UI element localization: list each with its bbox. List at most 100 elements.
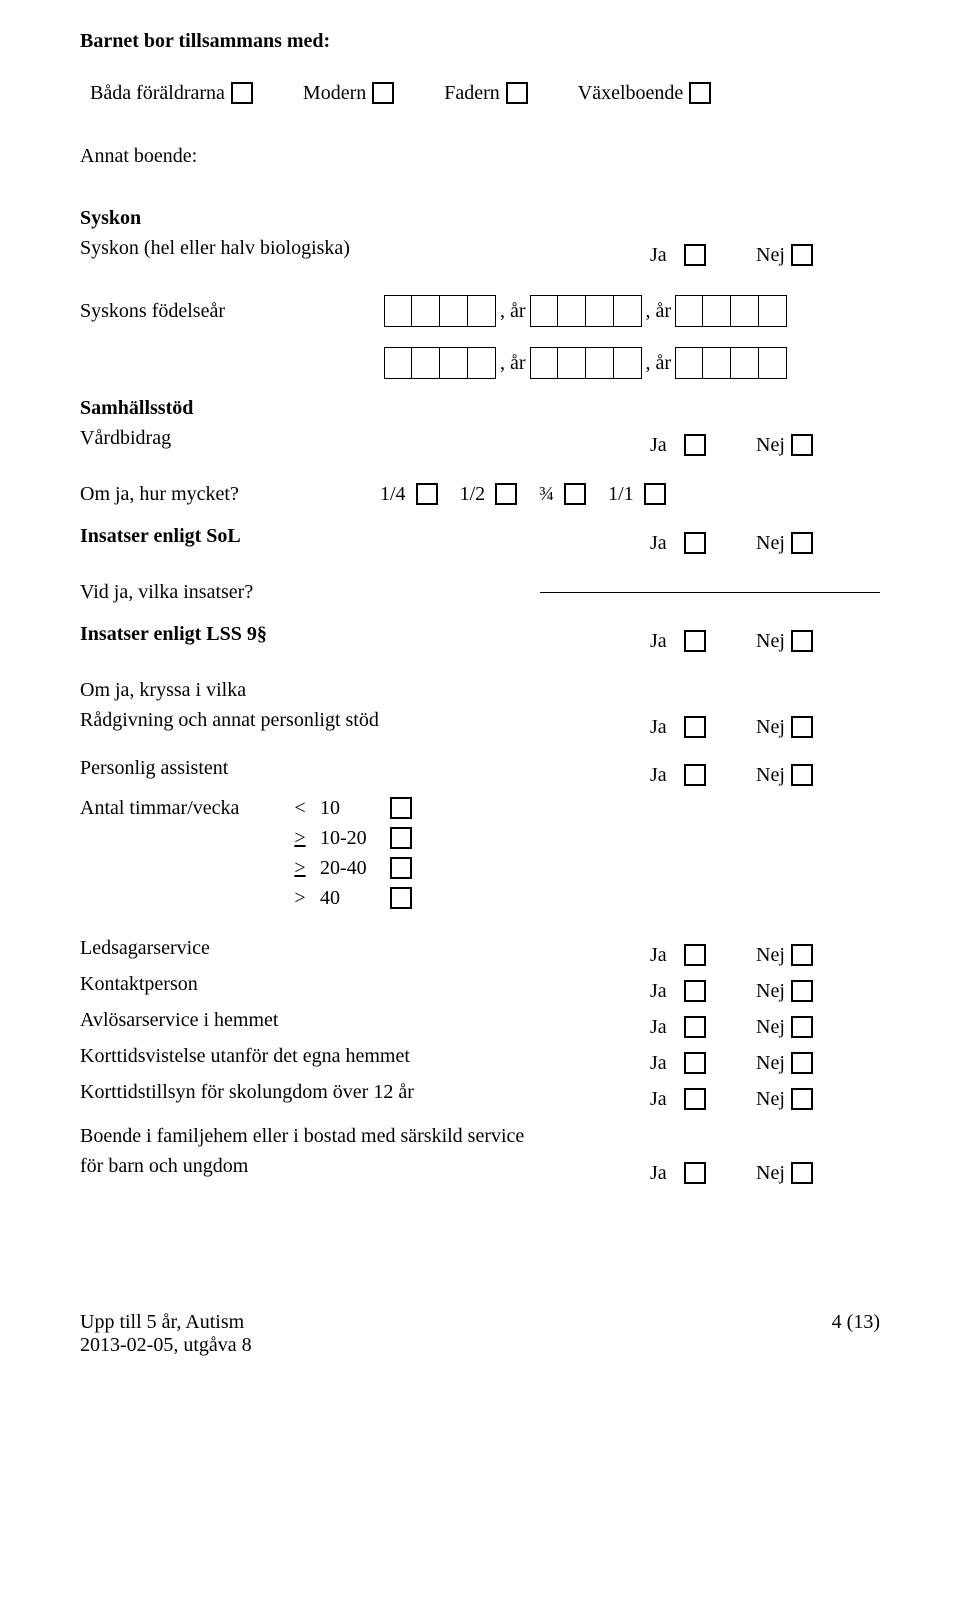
hours-row-4: > 40 [80,883,880,913]
living-option-both-label: Båda föräldrarna [90,82,225,105]
checkbox-icon[interactable] [390,797,412,819]
korttidsvistelse-row: Korttidsvistelse utanför det egna hemmet… [80,1045,880,1081]
fraction-label: ¾ [539,483,554,506]
no-label: Nej [756,1052,785,1075]
checkbox-icon [506,82,528,104]
year-input-6[interactable] [675,347,787,379]
year-input-3[interactable] [675,295,787,327]
living-option-alternating-label: Växelboende [578,82,684,105]
fraction-1-1[interactable]: 1/1 [608,483,666,506]
no-label: Nej [756,532,785,555]
avlosar-no[interactable]: Nej [756,1016,813,1039]
yes-label: Ja [650,764,678,787]
siblings-yes[interactable]: Ja [650,244,706,267]
yes-label: Ja [650,630,678,653]
radgivning-label: Rådgivning och annat personligt stöd [80,709,640,745]
yes-label: Ja [650,434,678,457]
lss-yes[interactable]: Ja [650,630,706,653]
fraction-label: 1/1 [608,483,634,506]
year-input-4[interactable] [384,347,496,379]
vid-ja-label: Vid ja, vilka insatser? [80,581,540,604]
kontakt-label: Kontaktperson [80,973,640,1009]
hours-label: Antal timmar/vecka [80,797,280,820]
ledsagar-no[interactable]: Nej [756,944,813,967]
living-option-both[interactable]: Båda föräldrarna [90,82,253,105]
radgivning-row: Rådgivning och annat personligt stöd Ja … [80,709,880,745]
lss-no[interactable]: Nej [756,630,813,653]
val-label: 20-40 [320,857,390,880]
checkbox-icon [791,1088,813,1110]
for-barn-row: för barn och ungdom Ja Nej [80,1155,880,1191]
korttidsvistelse-yes[interactable]: Ja [650,1052,706,1075]
lss-label: Insatser enligt LSS 9§ [80,623,640,659]
no-label: Nej [756,716,785,739]
ledsagar-row: Ledsagarservice Ja Nej [80,937,880,973]
yes-label: Ja [650,1088,678,1111]
sol-row: Insatser enligt SoL Ja Nej [80,525,880,561]
korttidsvistelse-label: Korttidsvistelse utanför det egna hemmet [80,1045,640,1081]
fraction-3-4[interactable]: ¾ [539,483,586,506]
no-label: Nej [756,1016,785,1039]
year-input-1[interactable] [384,295,496,327]
living-option-mother[interactable]: Modern [303,82,394,105]
op-label: > [280,827,320,850]
living-options-row: Båda föräldrarna Modern Fadern Växelboen… [80,73,880,113]
op-label: > [280,857,320,880]
checkbox-icon [416,483,438,505]
kontakt-yes[interactable]: Ja [650,980,706,1003]
checkbox-icon[interactable] [390,857,412,879]
siblings-no[interactable]: Nej [756,244,813,267]
checkbox-icon [684,434,706,456]
ledsagar-yes[interactable]: Ja [650,944,706,967]
year-input-2[interactable] [530,295,642,327]
yes-label: Ja [650,532,678,555]
checkbox-icon [644,483,666,505]
no-label: Nej [756,1162,785,1185]
for-barn-no[interactable]: Nej [756,1162,813,1185]
other-living-input-line[interactable] [197,156,477,157]
kontakt-no[interactable]: Nej [756,980,813,1003]
korttidstillsyn-yes[interactable]: Ja [650,1088,706,1111]
living-option-father[interactable]: Fadern [444,82,528,105]
living-option-alternating[interactable]: Växelboende [578,82,712,105]
personlig-no[interactable]: Nej [756,764,813,787]
checkbox-icon [689,82,711,104]
avlosar-yes[interactable]: Ja [650,1016,706,1039]
fraction-1-4[interactable]: 1/4 [380,483,438,506]
radgivning-no[interactable]: Nej [756,716,813,739]
for-barn-yes[interactable]: Ja [650,1162,706,1185]
korttidstillsyn-row: Korttidstillsyn för skolungdom över 12 å… [80,1081,880,1117]
vardbidrag-no[interactable]: Nej [756,434,813,457]
for-barn-label: för barn och ungdom [80,1155,640,1191]
sol-no[interactable]: Nej [756,532,813,555]
samhallsstod-heading: Samhällsstöd [80,389,880,427]
radgivning-yes[interactable]: Ja [650,716,706,739]
vardbidrag-yes[interactable]: Ja [650,434,706,457]
val-label: 40 [320,887,390,910]
separator-label: , år [646,352,672,375]
separator-label: , år [500,352,526,375]
korttidstillsyn-no[interactable]: Nej [756,1088,813,1111]
op-label: > [280,887,320,910]
checkbox-icon [684,1162,706,1184]
checkbox-icon [684,532,706,554]
checkbox-icon [684,1088,706,1110]
hours-row-1: Antal timmar/vecka < 10 [80,793,880,823]
no-label: Nej [756,764,785,787]
korttidsvistelse-no[interactable]: Nej [756,1052,813,1075]
checkbox-icon[interactable] [390,827,412,849]
checkbox-icon[interactable] [390,887,412,909]
no-label: Nej [756,980,785,1003]
vid-ja-input-line[interactable] [540,592,880,593]
sol-label: Insatser enligt SoL [80,525,640,561]
syskon-heading: Syskon [80,199,880,237]
sol-yes[interactable]: Ja [650,532,706,555]
yes-label: Ja [650,1052,678,1075]
checkbox-icon [791,434,813,456]
fraction-1-2[interactable]: 1/2 [460,483,518,506]
other-living-row: Annat boende: [80,137,880,175]
personlig-assistent-row: Personlig assistent Ja Nej [80,757,880,793]
year-input-5[interactable] [530,347,642,379]
fraction-label: 1/2 [460,483,486,506]
personlig-yes[interactable]: Ja [650,764,706,787]
